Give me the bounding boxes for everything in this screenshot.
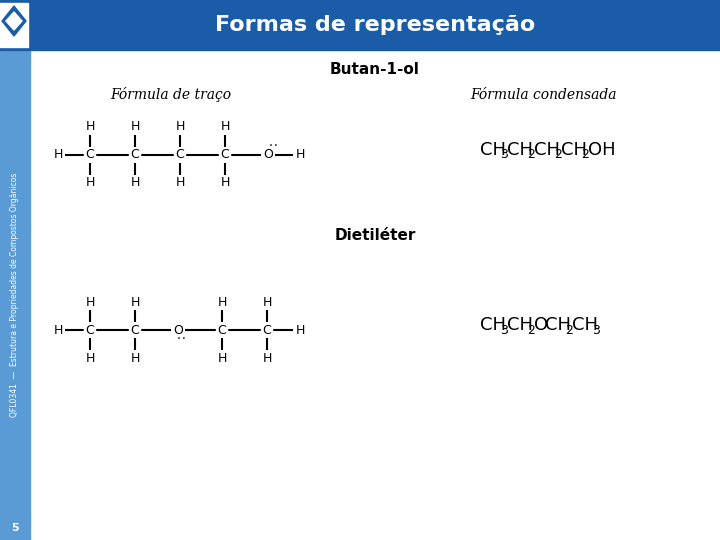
Text: Fórmula condensada: Fórmula condensada [470,88,616,102]
Text: O: O [263,148,273,161]
Text: H: H [130,295,140,308]
Text: OH: OH [588,141,616,159]
Text: H: H [175,120,185,133]
Text: H: H [130,120,140,133]
Polygon shape [2,6,26,36]
Text: C: C [130,148,140,161]
Text: C: C [86,148,94,161]
Text: 2: 2 [565,323,573,336]
Text: C: C [176,148,184,161]
Text: H: H [220,177,230,190]
Text: Butan-1-ol: Butan-1-ol [330,63,420,78]
Text: CH: CH [507,316,533,334]
Bar [0,50,30,540]
Text: H: H [262,295,271,308]
Text: H: H [262,352,271,365]
Text: ··: ·· [267,141,279,151]
Text: 2: 2 [527,323,535,336]
Text: C: C [217,323,226,336]
Text: CH: CH [561,141,587,159]
Text: CH: CH [534,141,560,159]
Text: CH: CH [480,316,506,334]
Text: H: H [217,295,227,308]
Text: O: O [534,316,548,334]
Text: 2: 2 [527,148,535,161]
Text: H: H [130,352,140,365]
Text: C: C [220,148,230,161]
Bar [0,0,30,50]
Text: H: H [85,120,95,133]
Text: C: C [86,323,94,336]
Bar [30,0,720,50]
Text: 2: 2 [581,148,589,161]
Text: O: O [173,323,183,336]
Text: H: H [53,323,63,336]
Text: H: H [53,148,63,161]
Text: 3: 3 [500,323,508,336]
Text: CH: CH [572,316,598,334]
Text: H: H [295,323,305,336]
Text: H: H [220,120,230,133]
Text: H: H [85,177,95,190]
Text: H: H [295,148,305,161]
Text: CH: CH [480,141,506,159]
Text: Fórmula de traço: Fórmula de traço [110,87,231,103]
Text: H: H [130,177,140,190]
Text: 2: 2 [554,148,562,161]
Text: C: C [263,323,271,336]
Text: Dietiléter: Dietiléter [334,227,415,242]
Text: H: H [85,295,95,308]
Text: 5: 5 [12,523,19,533]
Text: C: C [130,323,140,336]
Text: H: H [217,352,227,365]
Bar [0,3,28,47]
Text: ··: ·· [175,334,187,344]
Text: QFL0341  —  Estrutura e Propriedades de Compostos Orgânicos: QFL0341 — Estrutura e Propriedades de Co… [11,173,19,417]
Text: Formas de representação: Formas de representação [215,15,535,35]
Text: 3: 3 [500,148,508,161]
Text: CH: CH [545,316,571,334]
Polygon shape [6,12,22,30]
Text: H: H [85,352,95,365]
Text: 3: 3 [592,323,600,336]
Text: H: H [175,177,185,190]
Text: CH: CH [507,141,533,159]
